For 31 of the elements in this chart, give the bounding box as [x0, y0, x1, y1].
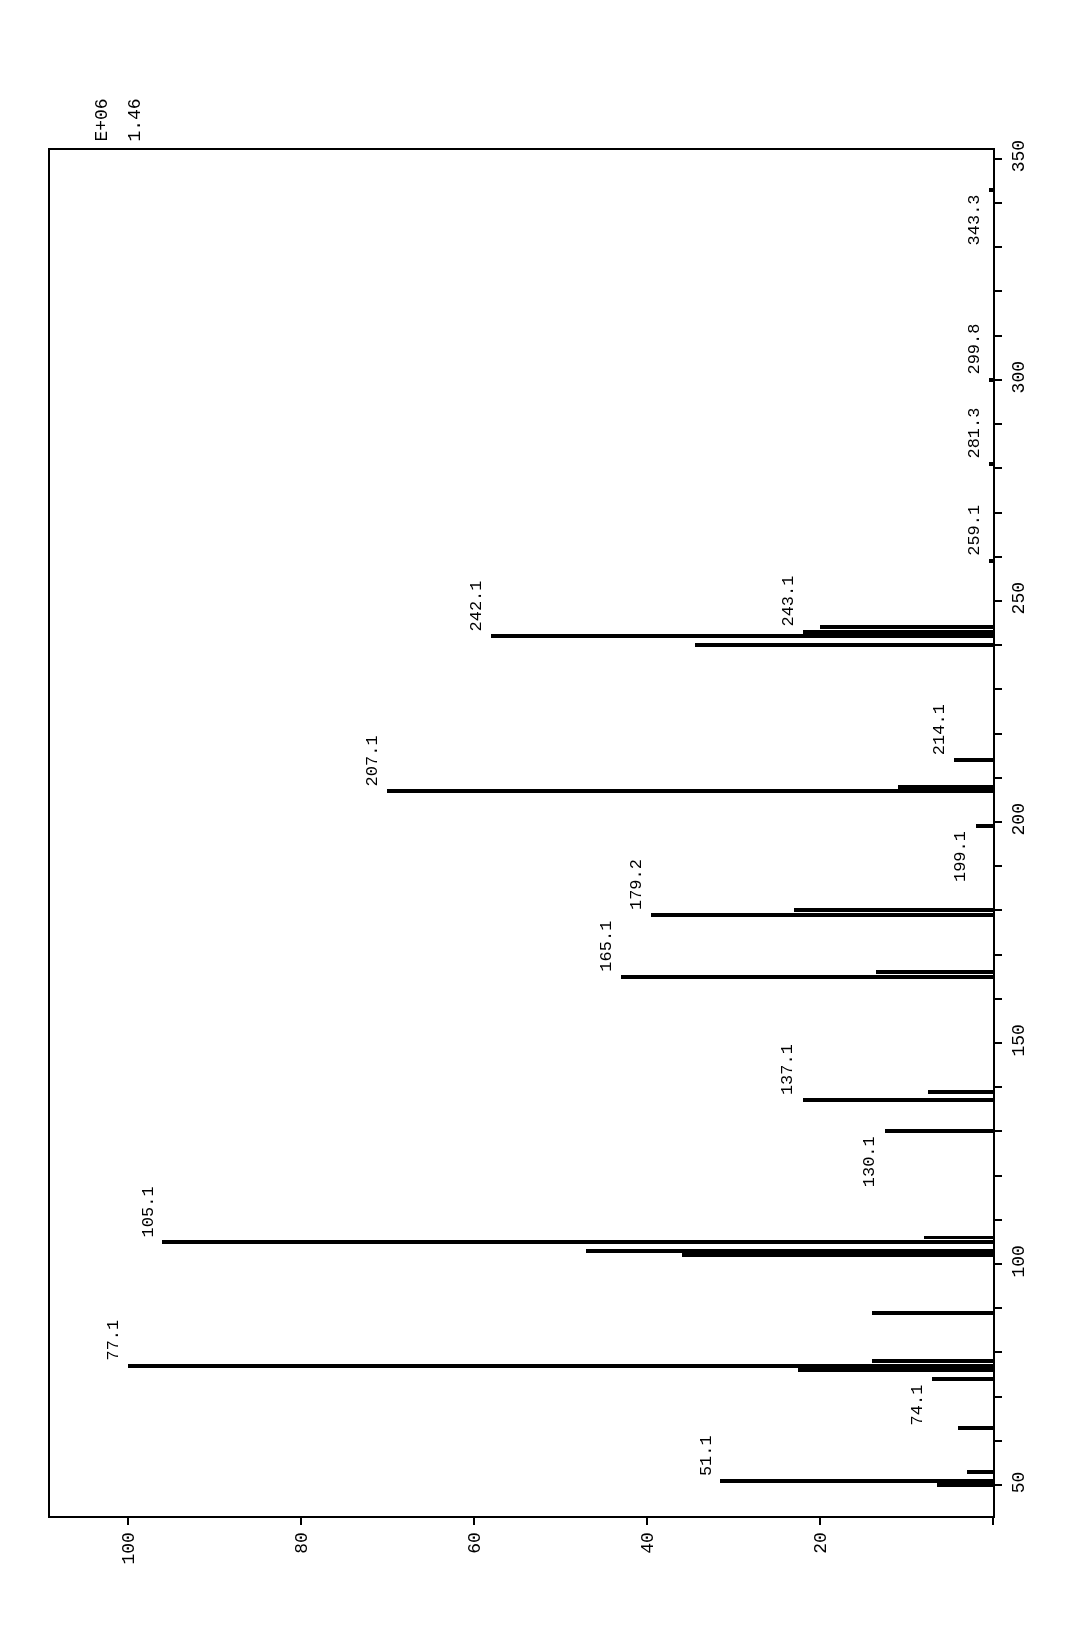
x-tick-label: 80: [291, 1532, 312, 1554]
annotation: 259.1: [964, 504, 984, 556]
annotation: 179.2: [627, 859, 647, 911]
y-tick-label: 200: [1008, 803, 1029, 836]
annotation: 137.1: [778, 1044, 798, 1096]
y-tick-label: 250: [1008, 582, 1029, 615]
y-tick-label: 350: [1008, 139, 1029, 173]
annotation: 74.1: [908, 1384, 928, 1426]
text: 1.46: [125, 98, 146, 142]
annotation: 207.1: [363, 735, 383, 787]
y-tick-label: 300: [1008, 360, 1029, 394]
annotation: 51.1: [696, 1435, 716, 1477]
annotation: 242.1: [466, 580, 486, 632]
annotation: 130.1: [860, 1136, 880, 1188]
annotation: 199.1: [951, 831, 971, 883]
annotation: 77.1: [104, 1319, 124, 1361]
y-tick-label: 50: [1008, 1471, 1029, 1494]
annotation: 165.1: [597, 920, 617, 972]
x-tick-label: 20: [810, 1532, 831, 1554]
x-tick-label: 40: [637, 1532, 658, 1554]
annotation: 299.8: [964, 323, 984, 375]
annotation: 214.1: [930, 704, 950, 756]
y-tick-label: 150: [1008, 1024, 1029, 1057]
text: E+06: [92, 98, 113, 142]
y-tick-label: 100: [1008, 1245, 1029, 1278]
annotation: 243.1: [778, 575, 798, 627]
x-tick-label: 100: [118, 1532, 139, 1565]
annotation: 281.3: [964, 407, 984, 459]
annotation: 105.1: [138, 1186, 158, 1238]
annotation: 343.3: [964, 194, 984, 246]
x-tick-label: 60: [464, 1532, 485, 1554]
